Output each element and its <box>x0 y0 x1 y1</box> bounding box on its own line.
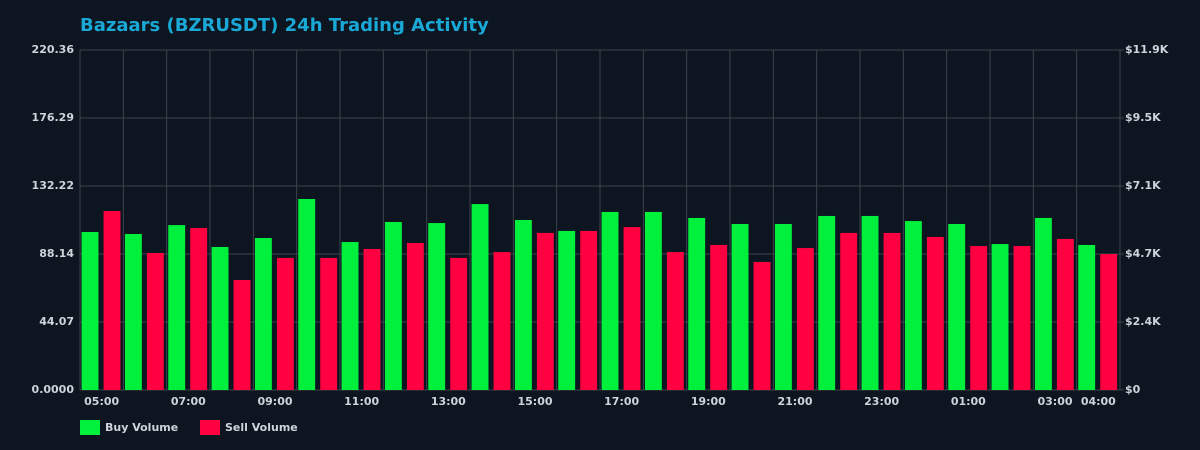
y2-tick-label: $7.1K <box>1125 179 1161 192</box>
bar <box>904 221 922 390</box>
x-tick-label: 11:00 <box>344 395 379 408</box>
legend-label: Buy Volume <box>105 421 178 434</box>
y2-tick-label: $4.7K <box>1125 247 1161 260</box>
y-tick-label: 44.07 <box>39 315 74 328</box>
bar <box>233 279 251 390</box>
y-tick-label: 220.36 <box>32 43 75 56</box>
bar <box>970 246 988 390</box>
x-tick-label: 09:00 <box>257 395 292 408</box>
bar <box>211 246 229 390</box>
y2-tick-label: $0 <box>1125 383 1141 396</box>
bar <box>406 242 424 390</box>
bar <box>558 230 576 390</box>
bar <box>103 211 121 390</box>
y-tick-label: 176.29 <box>32 111 74 124</box>
x-tick-label: 04:00 <box>1081 395 1116 408</box>
x-tick-label: 13:00 <box>431 395 466 408</box>
bar <box>623 227 641 390</box>
bar <box>276 257 294 390</box>
y2-tick-label: $11.9K <box>1125 43 1169 56</box>
bar <box>1034 217 1052 390</box>
x-tick-label: 03:00 <box>1037 395 1072 408</box>
legend-label: Sell Volume <box>225 421 298 434</box>
bar <box>1100 254 1118 390</box>
bar <box>536 232 554 390</box>
bar <box>688 217 706 390</box>
bar <box>1078 244 1096 390</box>
x-tick-label: 21:00 <box>777 395 812 408</box>
bar <box>840 232 858 390</box>
x-tick-label: 19:00 <box>691 395 726 408</box>
bar <box>948 223 966 390</box>
bar <box>926 236 944 390</box>
bar <box>428 223 446 390</box>
legend-swatch <box>80 420 100 435</box>
bar <box>190 227 208 390</box>
x-tick-label: 23:00 <box>864 395 899 408</box>
bar <box>81 232 99 390</box>
bar <box>731 223 749 390</box>
bar <box>341 242 359 390</box>
bar <box>644 211 662 390</box>
bar <box>818 215 836 390</box>
bar <box>666 252 684 390</box>
y-tick-label: 132.22 <box>32 179 74 192</box>
bar <box>254 238 272 390</box>
bar <box>861 215 879 390</box>
x-tick-label: 15:00 <box>517 395 552 408</box>
bar <box>146 252 164 390</box>
bar <box>991 244 1009 390</box>
bar <box>471 204 489 390</box>
bar <box>1056 238 1074 390</box>
bar <box>1013 246 1031 390</box>
bar <box>753 261 771 390</box>
y-tick-label: 88.14 <box>39 247 74 260</box>
bar <box>168 225 186 390</box>
y-tick-label: 0.0000 <box>32 383 75 396</box>
y2-tick-label: $9.5K <box>1125 111 1161 124</box>
x-tick-label: 17:00 <box>604 395 639 408</box>
bar <box>774 223 792 390</box>
bar <box>298 198 316 390</box>
y2-tick-label: $2.4K <box>1125 315 1161 328</box>
bar <box>493 252 511 390</box>
bar <box>363 248 381 390</box>
bar <box>450 257 468 390</box>
bar <box>384 221 402 390</box>
bar <box>883 232 901 390</box>
x-tick-label: 01:00 <box>951 395 986 408</box>
bar <box>514 219 532 390</box>
bar <box>320 257 338 390</box>
chart-title: Bazaars (BZRUSDT) 24h Trading Activity <box>80 15 489 36</box>
x-tick-label: 07:00 <box>171 395 206 408</box>
bar <box>710 244 728 390</box>
bar <box>580 230 598 390</box>
bar <box>796 248 814 390</box>
bar <box>124 234 142 390</box>
bar <box>601 211 619 390</box>
x-tick-label: 05:00 <box>84 395 119 408</box>
legend-swatch <box>200 420 220 435</box>
